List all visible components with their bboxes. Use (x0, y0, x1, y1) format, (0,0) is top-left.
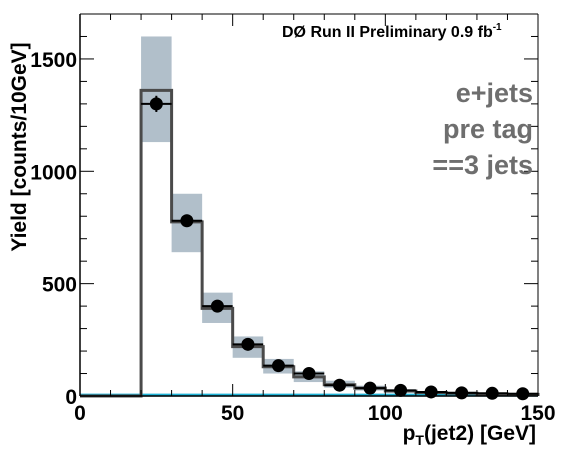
data-point-9 (424, 385, 438, 399)
data-point-1 (180, 214, 194, 228)
annotation-line-3: ==3 jets (432, 150, 533, 180)
data-point-2 (210, 299, 224, 313)
data-point-4 (271, 359, 285, 373)
data-point-3 (241, 337, 255, 351)
data-point-8 (394, 383, 408, 397)
annotation-line-1: e+jets (456, 78, 533, 108)
y-tick-label-1: 500 (42, 274, 77, 297)
data-point-0 (149, 97, 163, 111)
experiment-label: DØ Run II Preliminary 0.9 fb-1 (282, 22, 502, 41)
annotation-line-2: pre tag (443, 114, 533, 144)
y-tick-label-3: 1500 (30, 49, 77, 72)
x-tick-label-0: 0 (74, 402, 86, 425)
y-axis-label: Yield [counts/10GeV] (8, 42, 31, 251)
x-axis-label: pT(jet2) [GeV] (403, 422, 536, 448)
data-point-11 (485, 386, 499, 400)
y-tick-label-0: 0 (65, 386, 77, 409)
x-tick-label-2: 100 (368, 402, 403, 425)
data-points-layer (141, 95, 538, 401)
x-tick-label-1: 50 (221, 402, 244, 425)
data-point-5 (302, 367, 316, 381)
data-point-6 (333, 378, 347, 392)
data-point-10 (455, 386, 469, 400)
x-tick-label-3: 150 (520, 402, 555, 425)
data-point-7 (363, 381, 377, 395)
data-point-12 (516, 387, 530, 401)
y-tick-label-2: 1000 (30, 161, 77, 184)
